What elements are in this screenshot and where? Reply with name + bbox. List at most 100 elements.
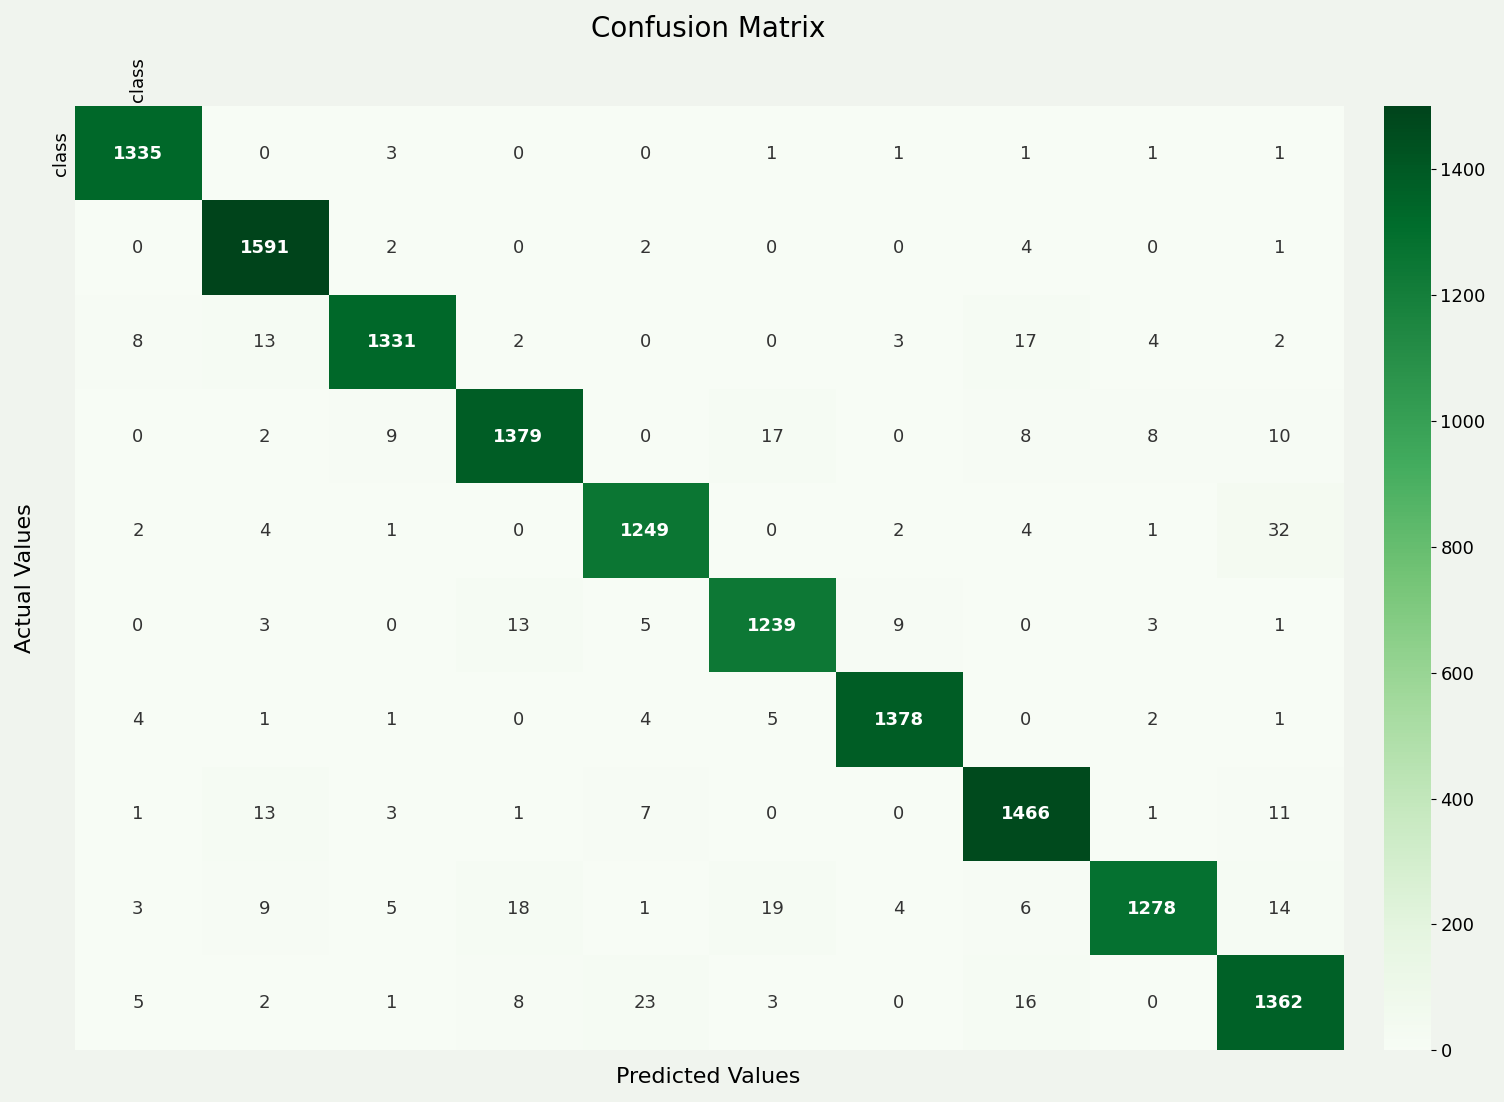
Text: 2: 2	[259, 428, 271, 446]
Text: 0: 0	[767, 522, 778, 540]
Text: 3: 3	[387, 806, 397, 823]
Text: 1: 1	[1274, 144, 1284, 163]
Text: 1379: 1379	[493, 428, 543, 446]
Text: 3: 3	[893, 334, 904, 352]
Text: 4: 4	[1146, 334, 1158, 352]
Text: 0: 0	[513, 144, 523, 163]
Text: 1331: 1331	[367, 334, 417, 352]
Text: 0: 0	[893, 806, 904, 823]
Text: 7: 7	[639, 806, 651, 823]
Text: 0: 0	[387, 617, 397, 635]
Text: 9: 9	[259, 899, 271, 918]
Text: 2: 2	[1274, 334, 1284, 352]
Text: 4: 4	[132, 711, 144, 728]
Text: 16: 16	[1014, 994, 1036, 1012]
Text: 1: 1	[639, 899, 651, 918]
Text: 1466: 1466	[1000, 806, 1051, 823]
Text: 2: 2	[639, 239, 651, 257]
Text: 0: 0	[639, 144, 651, 163]
Text: 18: 18	[507, 899, 529, 918]
Text: 1591: 1591	[239, 239, 290, 257]
Title: Confusion Matrix: Confusion Matrix	[591, 15, 826, 43]
Text: 1: 1	[1020, 144, 1032, 163]
Text: 1278: 1278	[1128, 899, 1178, 918]
Text: 5: 5	[639, 617, 651, 635]
Text: 5: 5	[766, 711, 778, 728]
Text: 0: 0	[893, 428, 904, 446]
Text: 1: 1	[132, 806, 143, 823]
Text: 1: 1	[513, 806, 523, 823]
Text: 0: 0	[513, 711, 523, 728]
Text: 9: 9	[893, 617, 904, 635]
Text: 0: 0	[639, 428, 651, 446]
Text: 0: 0	[259, 144, 271, 163]
Text: 8: 8	[132, 334, 143, 352]
Text: 3: 3	[1146, 617, 1158, 635]
Text: 4: 4	[259, 522, 271, 540]
Text: 0: 0	[1148, 994, 1158, 1012]
Text: 2: 2	[132, 522, 144, 540]
Text: 8: 8	[513, 994, 523, 1012]
Text: 0: 0	[1148, 239, 1158, 257]
Text: 1239: 1239	[747, 617, 797, 635]
Text: 0: 0	[893, 239, 904, 257]
Text: 2: 2	[259, 994, 271, 1012]
Text: 5: 5	[387, 899, 397, 918]
Text: 10: 10	[1268, 428, 1290, 446]
Text: 1: 1	[1146, 522, 1158, 540]
Text: 2: 2	[893, 522, 904, 540]
Y-axis label: Actual Values: Actual Values	[15, 504, 35, 653]
Text: 13: 13	[253, 334, 277, 352]
Text: 4: 4	[1020, 522, 1032, 540]
Text: 9: 9	[387, 428, 397, 446]
Text: 0: 0	[132, 617, 143, 635]
Text: 23: 23	[633, 994, 657, 1012]
Text: 0: 0	[767, 239, 778, 257]
Text: 0: 0	[1020, 617, 1032, 635]
Text: 17: 17	[1014, 334, 1038, 352]
Text: 8: 8	[1146, 428, 1158, 446]
Text: 2: 2	[1146, 711, 1158, 728]
Text: 32: 32	[1268, 522, 1290, 540]
Text: 1: 1	[1274, 239, 1284, 257]
Text: 1: 1	[1146, 806, 1158, 823]
Text: 1: 1	[1146, 144, 1158, 163]
Text: 4: 4	[1020, 239, 1032, 257]
Text: 2: 2	[513, 334, 523, 352]
Text: 0: 0	[513, 522, 523, 540]
Text: 3: 3	[766, 994, 778, 1012]
Text: 0: 0	[639, 334, 651, 352]
Text: 0: 0	[132, 428, 143, 446]
Text: 0: 0	[767, 806, 778, 823]
Text: 6: 6	[1020, 899, 1032, 918]
Text: 14: 14	[1268, 899, 1290, 918]
Text: 1: 1	[387, 994, 397, 1012]
Text: 3: 3	[259, 617, 271, 635]
Text: 5: 5	[132, 994, 144, 1012]
Text: 13: 13	[507, 617, 529, 635]
Text: 1: 1	[893, 144, 904, 163]
Text: 13: 13	[253, 806, 277, 823]
X-axis label: Predicted Values: Predicted Values	[617, 1067, 800, 1087]
Text: 0: 0	[513, 239, 523, 257]
Text: 1: 1	[259, 711, 271, 728]
Text: 19: 19	[761, 899, 784, 918]
Text: 1: 1	[1274, 711, 1284, 728]
Text: 8: 8	[1020, 428, 1032, 446]
Text: 1: 1	[387, 522, 397, 540]
Text: 17: 17	[761, 428, 784, 446]
Text: 1335: 1335	[113, 144, 162, 163]
Text: 11: 11	[1268, 806, 1290, 823]
Text: 1: 1	[1274, 617, 1284, 635]
Text: 0: 0	[893, 994, 904, 1012]
Text: 3: 3	[387, 144, 397, 163]
Text: 3: 3	[132, 899, 144, 918]
Text: 1378: 1378	[874, 711, 923, 728]
Text: 0: 0	[132, 239, 143, 257]
Text: 0: 0	[767, 334, 778, 352]
Text: 1362: 1362	[1254, 994, 1304, 1012]
Text: 1249: 1249	[620, 522, 671, 540]
Text: 1: 1	[767, 144, 778, 163]
Text: 2: 2	[387, 239, 397, 257]
Text: 0: 0	[1020, 711, 1032, 728]
